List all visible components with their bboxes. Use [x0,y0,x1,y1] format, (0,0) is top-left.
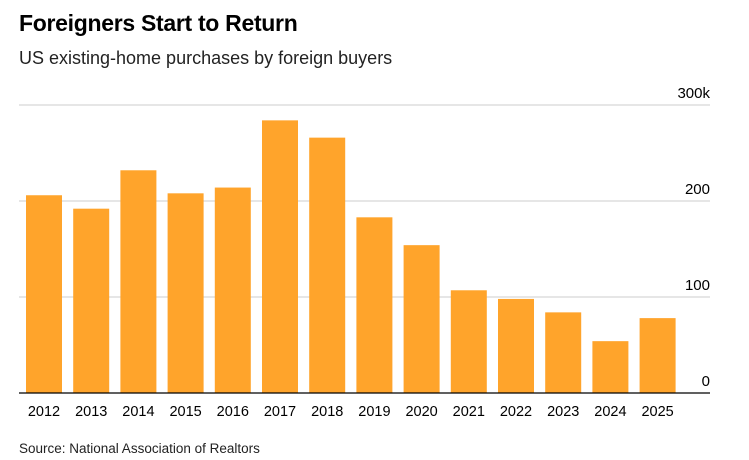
bar-2013 [73,208,110,393]
x-tick-label: 2015 [169,404,201,420]
source-note: Source: National Association of Realtors [19,441,260,456]
bar-2022 [498,298,534,393]
chart-title: Foreigners Start to Return [19,10,298,36]
bar-2012 [26,195,62,393]
x-tick-label: 2014 [122,404,154,420]
x-tick-label: 2013 [75,404,107,420]
bar-2017 [262,120,298,394]
x-tick-label: 2016 [217,404,249,420]
y-tick-label: 300k [677,85,710,102]
x-tick-label: 2025 [641,404,673,420]
x-tick-label: 2020 [405,404,437,420]
bar-2025 [639,318,676,393]
bars [26,120,676,394]
x-tick-label: 2018 [311,404,343,420]
chart-subtitle: US existing-home purchases by foreign bu… [19,48,393,68]
x-tick-label: 2023 [547,404,579,420]
x-tick-label: 2019 [358,404,390,420]
x-axis-labels: 2012 2013 2014 2015 2016 2017 2018 2019 2020 2021… [28,404,674,420]
x-tick-label: 2022 [500,404,532,420]
bar-2020 [403,245,440,393]
bar-2015 [167,193,204,393]
bar-2024 [592,341,629,393]
bar-2023 [545,312,582,393]
bar-2021 [450,290,487,393]
y-axis-labels: 0 100 200 300k [677,85,710,390]
bar-2016 [214,187,251,393]
bar-2018 [309,137,346,393]
y-tick-label: 200 [685,181,710,198]
bar-2014 [120,170,157,393]
x-tick-label: 2021 [453,404,485,420]
y-tick-label: 100 [685,277,710,294]
y-tick-label: 0 [702,373,710,390]
x-tick-label: 2017 [264,404,296,420]
x-tick-label: 2012 [28,404,60,420]
bar-2019 [356,217,393,393]
x-tick-label: 2024 [594,404,626,420]
